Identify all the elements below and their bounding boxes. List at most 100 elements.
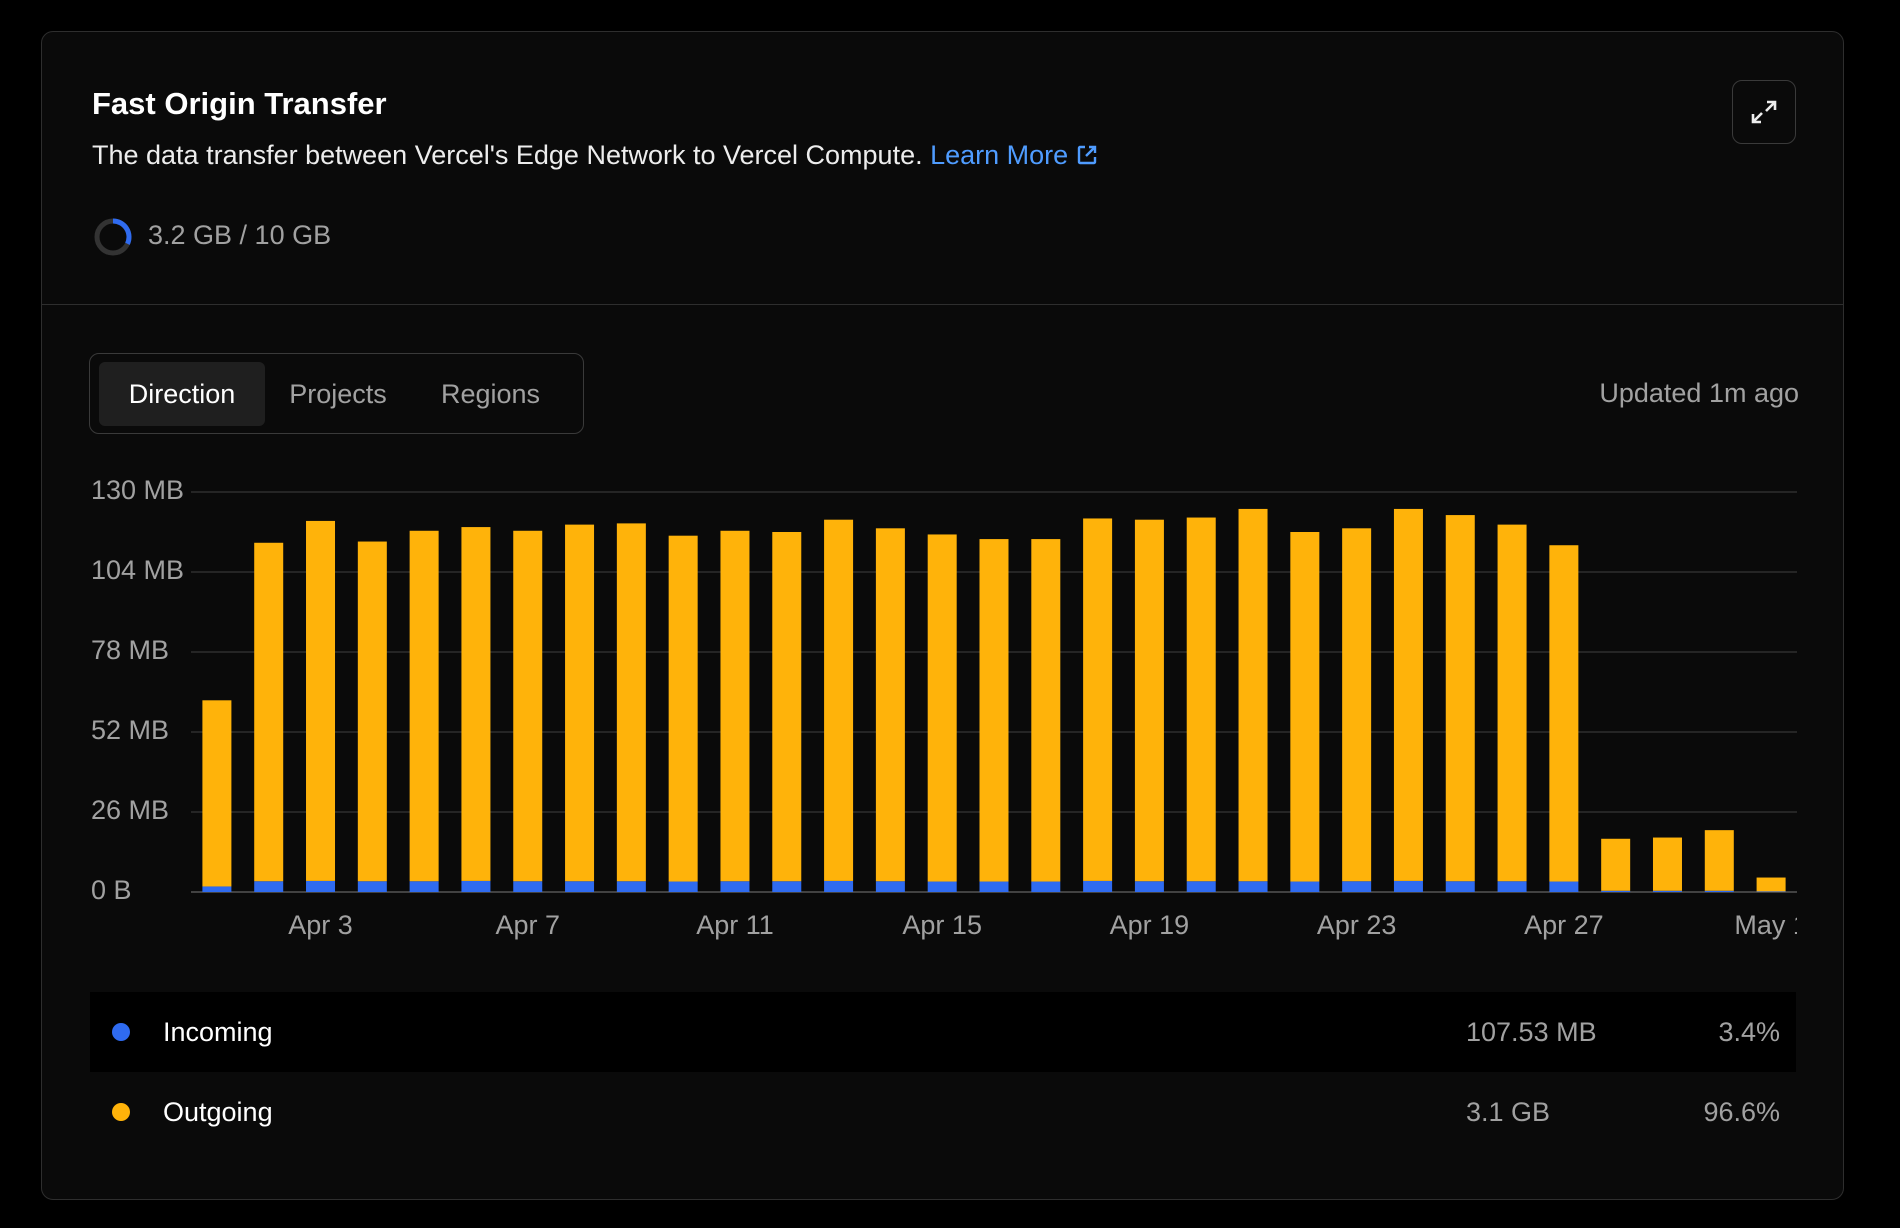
x-tick-label: Apr 7 <box>495 910 560 940</box>
bar-segment <box>357 881 387 892</box>
bar-segment <box>1290 532 1320 882</box>
bar-segment <box>1031 881 1061 892</box>
bar-segment <box>927 881 957 892</box>
y-tick-label: 0 B <box>91 875 132 905</box>
bar-segment <box>979 881 1009 892</box>
bar-segment <box>824 519 854 881</box>
bar-segment <box>1031 539 1061 882</box>
bar-segment <box>357 541 387 882</box>
description-text: The data transfer between Vercel's Edge … <box>92 140 923 170</box>
legend-total: 107.53 MB <box>1466 1017 1597 1047</box>
usage-text: 3.2 GB / 10 GB <box>148 220 332 250</box>
bar-segment <box>1652 837 1682 891</box>
bar-segment <box>254 542 284 882</box>
bar-segment <box>1756 877 1786 892</box>
divider <box>42 304 1843 305</box>
bar-segment <box>1445 515 1475 882</box>
legend-name: Outgoing <box>163 1097 273 1127</box>
y-tick-label: 104 MB <box>91 555 184 585</box>
bar-segment <box>1083 518 1113 881</box>
bar-segment <box>409 881 439 892</box>
card: Fast Origin Transfer The data transfer b… <box>41 31 1844 1200</box>
bar-segment <box>1083 880 1113 892</box>
bar-segment <box>565 524 595 882</box>
legend-dot <box>112 1023 130 1041</box>
bar-segment <box>1393 508 1423 881</box>
bar-segment <box>1497 524 1527 882</box>
bar-segment <box>720 530 750 882</box>
ring-progress <box>112 218 132 245</box>
usage-ring <box>94 218 132 256</box>
link-text: Learn More <box>930 140 1069 170</box>
x-tick-label: Apr 27 <box>1524 910 1604 940</box>
bar-segment <box>875 528 905 882</box>
legend-row: Incoming 107.53 MB 3.4% <box>90 992 1796 1072</box>
y-tick-label: 130 MB <box>91 475 184 505</box>
legend-row: Outgoing 3.1 GB 96.6% <box>90 1072 1796 1152</box>
bar-segment <box>1342 881 1372 892</box>
legend-name: Incoming <box>163 1017 273 1047</box>
x-tick-label: Apr 23 <box>1317 910 1397 940</box>
bar-segment <box>1652 890 1682 892</box>
bar-segment <box>1186 881 1216 892</box>
bar-segment <box>461 880 491 892</box>
x-tick-label: May 1 <box>1734 910 1808 940</box>
expand-icon <box>1751 100 1777 124</box>
bar-segment <box>824 880 854 892</box>
updated-text: Updated 1m ago <box>1599 378 1799 408</box>
bar-segment <box>202 700 232 887</box>
bar-segment <box>306 520 336 881</box>
bar-segment <box>927 534 957 882</box>
bar-segment <box>461 527 491 881</box>
bar-segment <box>720 881 750 892</box>
learn-more-link[interactable]: Learn More <box>930 140 1098 170</box>
legend-dot <box>112 1103 130 1121</box>
bar-segment <box>1342 528 1372 882</box>
bar-segment <box>1186 517 1216 882</box>
x-tick-label: Apr 3 <box>288 910 353 940</box>
bar-segment <box>513 881 543 892</box>
y-tick-label: 78 MB <box>91 635 169 665</box>
bar-segment <box>565 881 595 892</box>
bar-segment <box>409 530 439 882</box>
bar-segment <box>1601 838 1631 891</box>
bar-segment <box>1290 881 1320 892</box>
tab[interactable]: Direction <box>99 362 265 426</box>
expand-button[interactable] <box>1732 80 1796 144</box>
bar-segment <box>772 881 802 892</box>
bar-segment <box>1549 881 1579 892</box>
tab[interactable]: Projects <box>289 379 387 409</box>
external-icon <box>1077 145 1096 165</box>
bar-segment <box>1704 830 1734 891</box>
bar-segment <box>875 881 905 892</box>
bar-segment <box>513 530 543 882</box>
bar-segment <box>616 881 646 892</box>
bar-segment <box>1134 881 1164 892</box>
bar-segment <box>772 532 802 882</box>
bar-segment <box>1601 890 1631 892</box>
x-tick-label: Apr 15 <box>902 910 982 940</box>
tab[interactable]: Regions <box>440 379 541 409</box>
description: The data transfer between Vercel's Edge … <box>92 140 1098 171</box>
x-tick-label: Apr 19 <box>1110 910 1190 940</box>
bar-segment <box>202 886 232 892</box>
bar-segment <box>1549 545 1579 882</box>
bar-segment <box>254 881 284 892</box>
tab-group: Direction Projects Regions <box>89 353 584 434</box>
bar-segment <box>306 880 336 892</box>
bar-segment <box>1445 881 1475 892</box>
bar-segment <box>1238 881 1268 892</box>
bar-segment <box>1497 881 1527 892</box>
bar-segment <box>1134 519 1164 882</box>
bar-segment <box>1238 508 1268 882</box>
y-tick-label: 26 MB <box>91 795 169 825</box>
bar-segment <box>1704 890 1734 892</box>
y-tick-label: 52 MB <box>91 715 169 745</box>
bar-segment <box>1393 880 1423 892</box>
bar-segment <box>1756 891 1786 892</box>
legend-share: 3.4% <box>1718 1017 1780 1047</box>
card-title: Fast Origin Transfer <box>92 86 387 121</box>
bar-segment <box>616 523 646 882</box>
legend-total: 3.1 GB <box>1466 1097 1551 1127</box>
